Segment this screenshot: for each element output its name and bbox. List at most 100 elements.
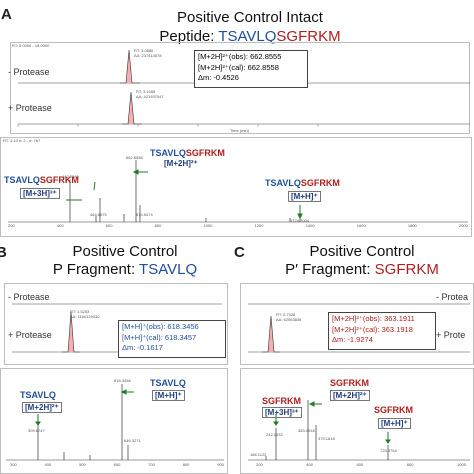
panel-a-title-line2: Peptide: TSAVLQSGFRKM	[100, 27, 400, 46]
panel-b-mz-dm: Δm: -0.1617	[122, 343, 163, 352]
panel-a-ms-peak-label-3: 464.6875	[90, 212, 107, 217]
panel-c-mz-dm: Δm: -1.9274	[332, 335, 373, 344]
panel-c-ms-tick: 1000	[457, 462, 466, 467]
panel-c-ms-seq-mid: SGFRKM	[330, 378, 369, 388]
panel-a-chrom-frame	[10, 42, 470, 134]
panel-a-title-prefix: Peptide:	[159, 28, 219, 45]
panel-b-ms-tick: 800	[182, 462, 190, 467]
panel-b-seq-blue: TSAVLQ	[139, 261, 198, 278]
panel-b-minus-protease-label: - Protease	[8, 292, 50, 302]
panel-b-ms-peak-label-3: 646.3271	[124, 438, 141, 443]
panel-a-title-line1: Positive Control Intact	[177, 9, 323, 26]
panel-a-ms-tick: 1400	[305, 223, 315, 228]
panel-a-ms-tick: 200	[8, 223, 15, 228]
panel-c-ms-seq-right-text: SGFRKM	[374, 405, 413, 415]
panel-b-peak-aa: AA: 1164129030	[70, 314, 100, 319]
panel-c-ms-tick: 800	[406, 462, 414, 467]
panel-c-mz-obs: [M+2H]²⁺(obs): 363.1911	[332, 314, 415, 323]
panel-c-ms-peak-label-5: 186.1122	[250, 452, 267, 457]
panel-a-header: RT: 0.0000 - 15.0000	[12, 43, 50, 48]
panel-c-minus-protease-label: - Protea	[436, 292, 469, 302]
panel-a-ms-tick: 1000	[203, 223, 213, 228]
panel-c-plus-protease-label: + Prote	[436, 330, 466, 340]
panel-c-ms-annot-mh3: [M+3H]³⁺	[262, 407, 302, 418]
panel-b-ms-peak-label-2: 309.6747	[28, 428, 45, 433]
panel-b-mz-obs: [M+H]⁺(obs): 618.3456	[122, 322, 199, 331]
panel-c-ms-annot-mh2: [M+2H]²⁺	[330, 390, 370, 401]
panel-a-ms-seq-right-blue: TSAVLQ	[265, 178, 301, 188]
panel-a-title: Positive Control Intact Peptide: TSAVLQS…	[100, 8, 400, 46]
panel-c-title-line2: P′ Fragment: SGFRKM	[252, 261, 472, 279]
panel-c-ms-seq-left: SGFRKM	[262, 396, 301, 406]
panel-a-letter: A	[1, 6, 12, 23]
panel-a-ms-header: RT: 3.10 #: 2 - #: 767	[3, 138, 41, 143]
panel-b-ms-tick: 700	[148, 462, 155, 467]
panel-c-letter: C	[234, 244, 245, 261]
panel-b-mz-cal: [M+H]⁺(cal): 618.3457	[122, 332, 197, 342]
panel-a-minus-protease-label: - Protease	[8, 67, 50, 77]
panel-a-mz-obs: [M+2H]²⁺(obs): 662.8555	[198, 52, 282, 61]
panel-c-ms-seq-mid-text: SGFRKM	[330, 378, 369, 388]
panel-c-ms-seq-left-text: SGFRKM	[262, 396, 301, 406]
panel-c-mz-cal: [M+2H]²⁺(cal): 363.1918	[332, 324, 413, 334]
panel-a-ms-tick: 1600	[356, 223, 366, 228]
panel-b-ms-tick: 600	[113, 462, 121, 467]
panel-a-ms-peak-label-2: 662.8558	[126, 155, 143, 160]
panel-c-peak-rt: RT: 0.7928	[276, 312, 296, 317]
panel-c-ms-seq-right: SGFRKM	[374, 405, 413, 415]
panel-c-title: Positive Control P′ Fragment: SGFRKM	[252, 243, 472, 279]
panel-c-ms-annot-mh1: [M+H]⁺	[378, 418, 411, 429]
panel-a-ms-tick: 1800	[407, 223, 417, 228]
panel-b-ms-tick: 300	[10, 462, 17, 467]
panel-a-ms-tick: 600	[105, 223, 113, 228]
panel-a-mz-box: [M+2H]²⁺(obs): 662.8555 [M+2H]²⁺(cal): 6…	[194, 50, 308, 88]
panel-a-peak2-aa: AA: 421937047	[136, 94, 164, 99]
panel-b-ms-annot-mh2: [M+2H]²⁺	[22, 402, 62, 413]
panel-a-ms-tick: 800	[154, 223, 162, 228]
panel-b-ms-seq-right-text: TSAVLQ	[150, 378, 186, 388]
panel-c-ms-axis: 200 400 600 800 1000	[256, 462, 466, 467]
panel-a-ms-seq-right: TSAVLQSGFRKM	[265, 178, 340, 188]
panel-a-time-axis: Time (min)	[230, 128, 249, 133]
panel-b-title: Positive Control P Fragment: TSAVLQ	[20, 243, 230, 279]
panel-a-ms-annot-mh2: [M+2H]²⁺	[164, 159, 198, 168]
panel-a-peak1-rt: RT: 3.0880	[134, 48, 154, 53]
panel-b-title-line2: P Fragment: TSAVLQ	[20, 261, 230, 279]
panel-a-ms-seq-left-red: SGFRKM	[39, 175, 79, 185]
panel-c-ms-tick: 600	[356, 462, 364, 467]
panel-c-ms-peak-label-3: 379.1818	[318, 436, 335, 441]
panel-c-peak-aa: AA: 62063836	[276, 317, 302, 322]
panel-a-mz-dm: Δm: -0.4526	[198, 73, 239, 82]
panel-b-ms-peak-label-1: 618.3456	[114, 378, 131, 383]
panel-c-ms-peak-label-2: 363.1918	[298, 428, 315, 433]
panel-a-ms-annot-mh1: [M+H]⁺	[288, 191, 321, 202]
panel-a-peak2-rt: RT: 3.1055	[136, 89, 156, 94]
panel-a-mz-cal: [M+2H]²⁺(cal): 662.8558	[198, 62, 279, 72]
panel-c-ms-tick: 400	[306, 462, 313, 467]
panel-a-ms-peak-label-5: 1324.7004	[290, 218, 309, 223]
panel-a-ms-seq-right-red: SGFRKM	[300, 178, 340, 188]
panel-a-seq-red: SGFRKM	[276, 28, 341, 45]
panel-a-seq-blue: TSAVLQ	[218, 28, 277, 45]
panel-b-letter: B	[0, 244, 7, 261]
panel-c-ms-peak-label-1: 242.1632	[266, 432, 283, 437]
panel-a-plus-protease-label: + Protease	[8, 103, 52, 113]
panel-b-mz-box: [M+H]⁺(obs): 618.3456 [M+H]⁺(cal): 618.3…	[118, 320, 226, 358]
panel-b-peak-rt: RT: 1.5253	[70, 309, 90, 314]
panel-c-seq-red: SGFRKM	[374, 261, 439, 278]
panel-b-ms-tick: 500	[79, 462, 86, 467]
panel-b-ms-seq-left-text: TSAVLQ	[20, 390, 56, 400]
panel-a-ms-tick: 400	[56, 223, 64, 228]
panel-a-ms-seq-top-red: SGFRKM	[185, 148, 225, 158]
panel-a-ms-axis: 200 400 600 800 1000 1200 1400 1600 1800…	[8, 223, 468, 228]
panel-c-ms-peak-label-4: 725.3754	[380, 448, 397, 453]
panel-b-ms-seq-right: TSAVLQ	[150, 378, 186, 388]
panel-a-ms-seq-left: TSAVLQSGFRKM	[4, 175, 79, 185]
panel-c-ms-tick: 200	[256, 462, 263, 467]
panel-b-title-line1: Positive Control	[72, 243, 178, 260]
panel-a-ms-peak-label-1: 442.2388	[62, 174, 79, 179]
panel-c-title-prefix: P′ Fragment:	[285, 261, 375, 278]
panel-b-ms-tick: 400	[44, 462, 52, 467]
